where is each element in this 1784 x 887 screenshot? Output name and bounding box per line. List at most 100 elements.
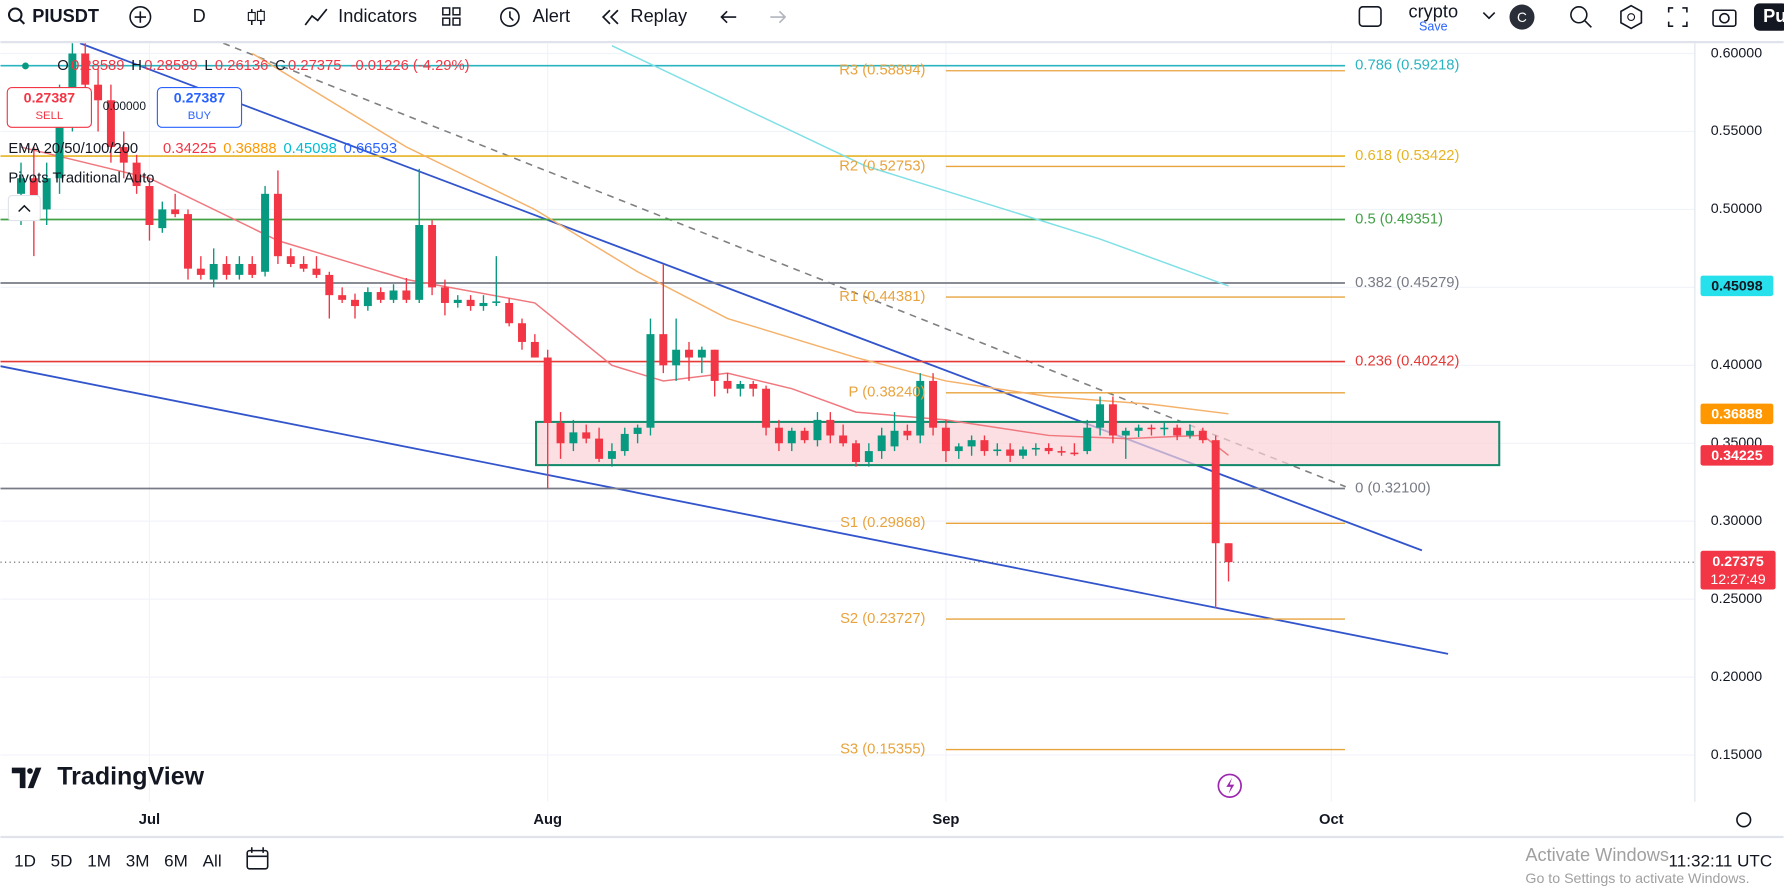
axis-settings[interactable] (1736, 812, 1752, 828)
candle-body (1057, 451, 1066, 453)
sell-button[interactable] (6, 86, 92, 128)
replay-button[interactable]: Replay (630, 6, 688, 26)
last-price-label: 0.27375 (1712, 554, 1763, 570)
candle-body (787, 430, 796, 444)
y-tick-label: 0.30000 (1711, 513, 1762, 529)
candle-body (17, 178, 25, 194)
candle-body (222, 263, 231, 275)
brand: TradingView (57, 762, 204, 790)
candle-body (55, 115, 64, 179)
fib-label: 0.5 (0.49351) (1355, 211, 1443, 227)
candle-body (813, 419, 822, 441)
candle-body (736, 384, 745, 389)
dashed-trendline (223, 43, 1347, 488)
range-button[interactable]: All (203, 851, 222, 870)
candle-body (196, 268, 205, 275)
candle-body (363, 292, 372, 307)
ohlc-key: H (131, 58, 142, 74)
price-tag-label: 0.34225 (1711, 448, 1762, 464)
candle-body (877, 435, 886, 452)
candle-body (235, 263, 244, 275)
candle-body (29, 178, 38, 210)
range-box (535, 420, 1501, 467)
ema-value: 0.36888 (223, 141, 276, 157)
date-range[interactable] (246, 849, 269, 870)
candle-body (81, 53, 90, 85)
candle-body (1134, 427, 1143, 431)
candle-body (543, 357, 552, 424)
candle-body (762, 388, 771, 428)
fib-label: 0 (0.32100) (1355, 480, 1431, 496)
candle-body (492, 301, 501, 303)
candle-body (119, 147, 128, 163)
range-button[interactable]: 1M (87, 851, 111, 870)
candle-body (453, 299, 462, 303)
watermark-text: Go to Settings to activate Windows. (1525, 871, 1749, 887)
price-tag-label: 0.36888 (1711, 407, 1762, 423)
fib-label: 0.618 (0.53422) (1355, 148, 1459, 164)
ema-value: 0.34225 (163, 141, 216, 157)
price-tag (1700, 403, 1774, 425)
price-tag (1700, 445, 1774, 466)
avatar[interactable] (1509, 4, 1535, 30)
candle-body (620, 433, 629, 452)
countdown: 12:27:49 (1710, 572, 1765, 588)
buy-button[interactable] (156, 86, 243, 128)
alert-button[interactable]: Alert (533, 6, 570, 26)
candle-body (376, 292, 385, 300)
candle-body (967, 440, 976, 447)
add-symbol[interactable] (129, 6, 152, 29)
trendline (0, 365, 1449, 655)
candle-body (132, 162, 141, 187)
range-button[interactable]: 6M (164, 851, 188, 870)
y-tick-label: 0.55000 (1711, 123, 1762, 139)
candle-body (1019, 449, 1027, 456)
ohlc-value: 0.27375 (288, 58, 341, 74)
collapse-legend[interactable] (7, 195, 41, 222)
pivot-label: R2 (0.52753) (839, 158, 925, 174)
candle-body (1173, 427, 1182, 436)
change: -0.01226 (-4.29%) (351, 58, 470, 74)
x-tick-label: Sep (932, 812, 959, 828)
layout-name[interactable]: crypto (1409, 1, 1459, 21)
candle-body (569, 432, 578, 444)
candle-body (864, 451, 873, 462)
candle-body (312, 268, 321, 275)
candle-body (351, 299, 359, 307)
range-button[interactable]: 3M (126, 851, 150, 870)
symbol[interactable]: PIUSDT (32, 6, 99, 26)
range-button[interactable]: 5D (51, 851, 73, 870)
indicators-button[interactable]: Indicators (338, 6, 417, 26)
event-icon[interactable] (1217, 773, 1242, 799)
pivot-label: S2 (0.23727) (840, 611, 925, 627)
price-tag-label: 0.45098 (1711, 279, 1762, 295)
y-tick-label: 0.50000 (1711, 201, 1762, 217)
candle-body (749, 384, 758, 389)
clock: 11:32:11 UTC (1669, 851, 1773, 870)
candle-body (261, 193, 270, 272)
range-button[interactable]: 1D (14, 851, 36, 870)
save-button[interactable]: Save (1419, 20, 1448, 34)
candle-body (42, 178, 51, 210)
candle-body (338, 295, 347, 300)
candle-body (1147, 427, 1156, 430)
candle-body (273, 193, 282, 257)
buy-label: BUY (188, 110, 212, 122)
pivot-label: R1 (0.44381) (839, 289, 925, 305)
interval[interactable]: D (193, 6, 206, 26)
ema-line (20, 146, 1229, 456)
ohlc-value: 0.26136 (215, 58, 268, 74)
y-tick-label: 0.20000 (1711, 669, 1762, 685)
candle-body (954, 446, 963, 452)
toolbar (0, 0, 1784, 41)
candle-body (890, 430, 899, 447)
price-tag (1700, 550, 1776, 590)
candle-body (633, 427, 642, 434)
candle-body (993, 449, 1002, 452)
candle-body (1108, 404, 1117, 436)
candle-body (929, 380, 938, 428)
publish-button[interactable]: Pu (1763, 6, 1784, 26)
candle-body (209, 263, 218, 280)
pivot-label: S3 (0.15355) (840, 741, 925, 757)
